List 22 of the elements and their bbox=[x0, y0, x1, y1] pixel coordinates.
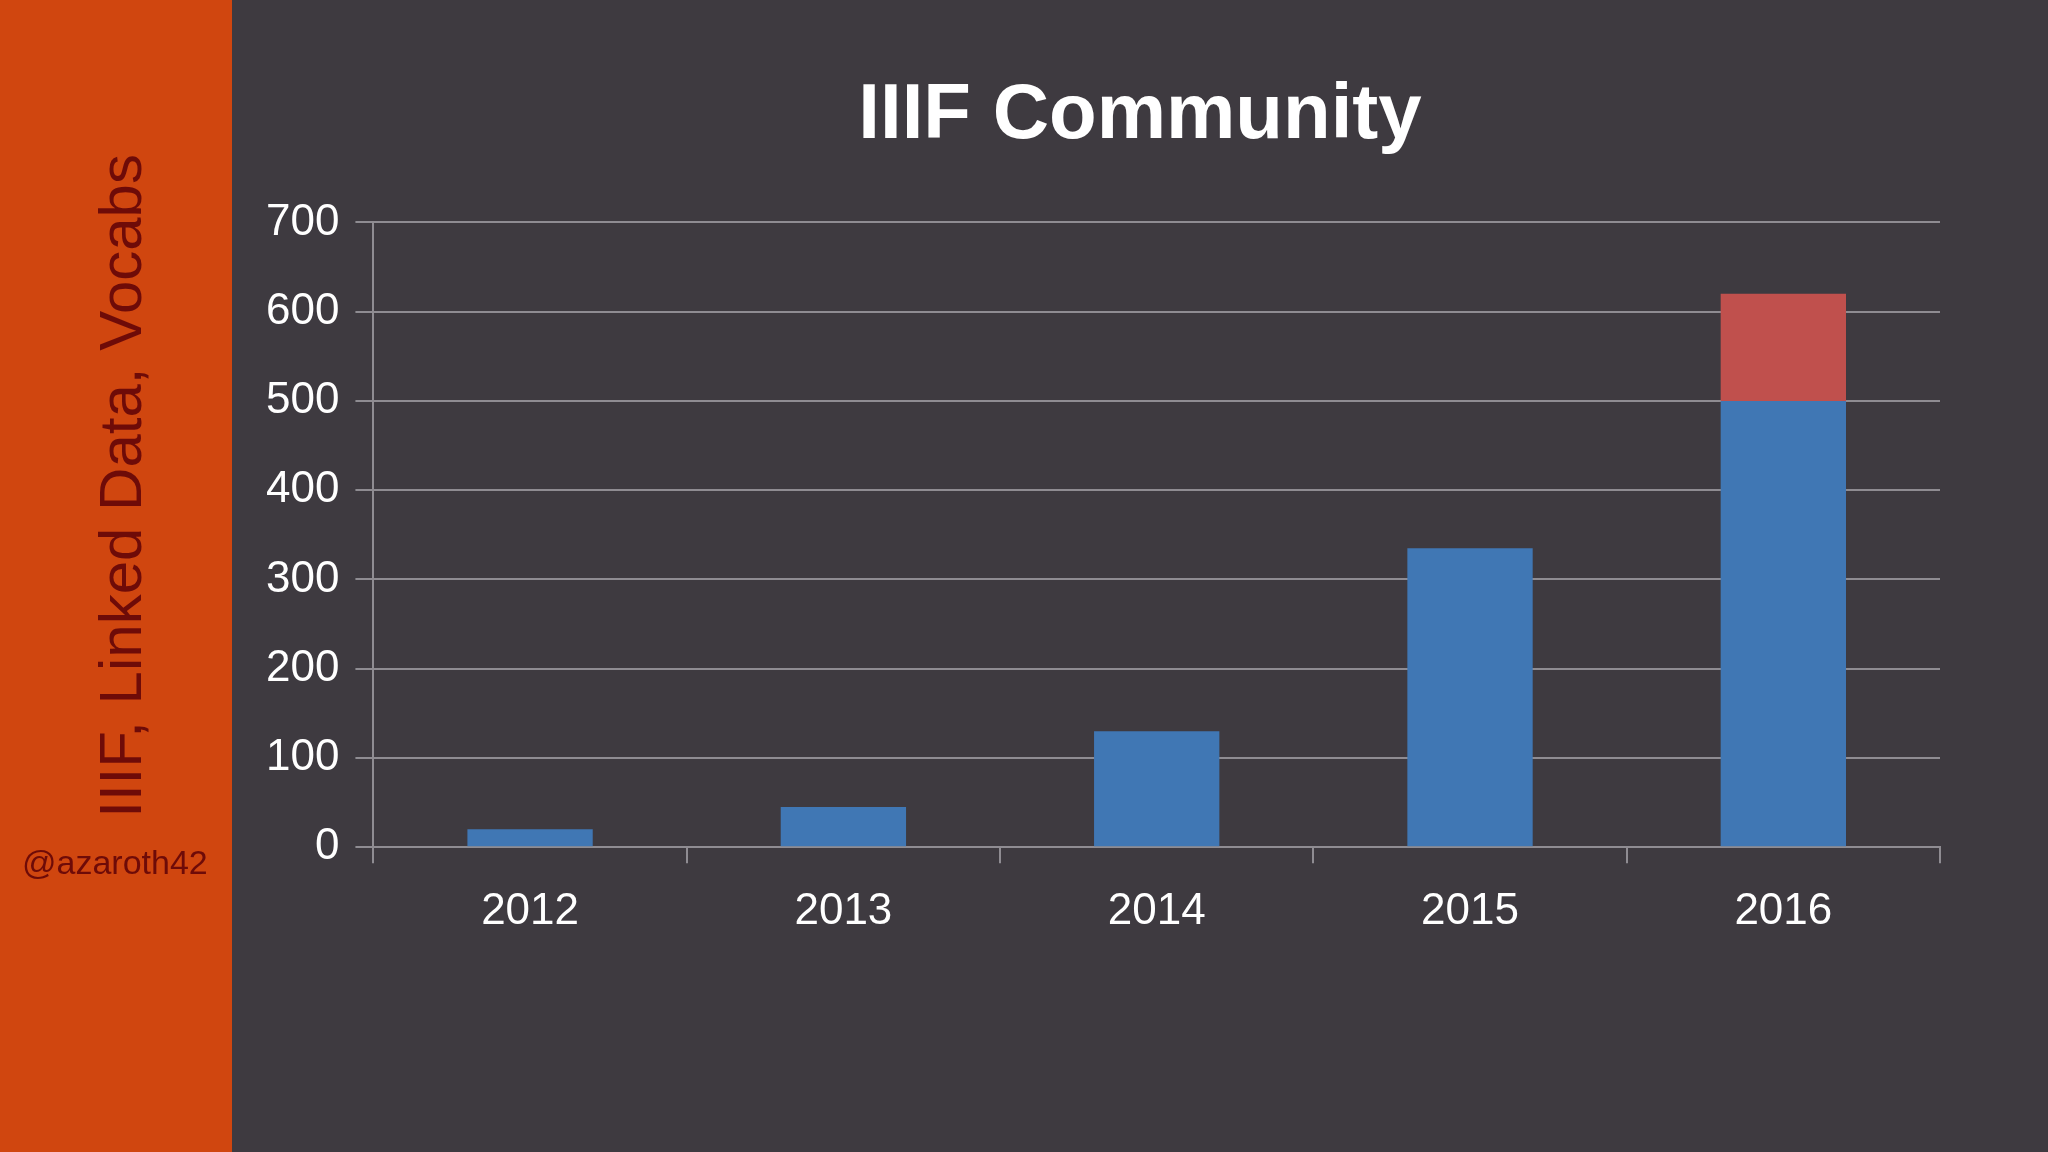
y-tick-label: 500 bbox=[265, 373, 340, 423]
y-tick-label: 600 bbox=[265, 283, 340, 333]
y-tick-label: 400 bbox=[265, 462, 340, 512]
x-tick-label: 2014 bbox=[1107, 883, 1206, 933]
text: IIIF, Linked Data, Vocabs bbox=[87, 154, 154, 818]
y-tick-label: 300 bbox=[265, 551, 340, 601]
x-tick-label: 2013 bbox=[794, 883, 893, 933]
bar bbox=[1407, 548, 1533, 847]
y-tick-label: 0 bbox=[314, 819, 340, 869]
y-tick-label: 200 bbox=[265, 640, 340, 690]
x-tick-label: 2016 bbox=[1734, 883, 1833, 933]
x-tick-label: 2015 bbox=[1421, 883, 1519, 933]
y-tick-label: 700 bbox=[265, 194, 340, 244]
bar bbox=[467, 829, 593, 847]
bar bbox=[1720, 400, 1847, 847]
bar bbox=[1094, 731, 1220, 847]
x-tick-label: 2012 bbox=[481, 883, 580, 933]
y-tick-label: 100 bbox=[265, 730, 340, 780]
chart-title: IIIF Community bbox=[857, 66, 1423, 156]
text: @azaroth42 bbox=[22, 842, 208, 882]
bar bbox=[1720, 293, 1847, 401]
bar bbox=[780, 807, 907, 847]
